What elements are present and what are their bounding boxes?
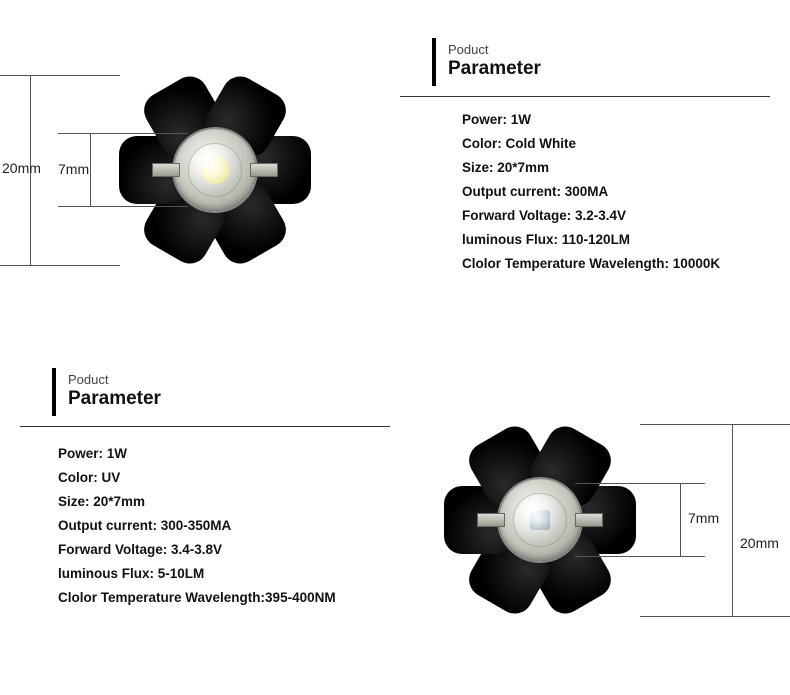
spec-key: luminous Flux (58, 566, 150, 581)
spec-row: Color: UV (58, 470, 336, 485)
spec-row: Clolor Temperature Wavelength:395-400NM (58, 590, 336, 605)
spec-val: 110-120LM (562, 232, 630, 247)
solder-tab (575, 513, 603, 527)
spec-key: Size (462, 160, 489, 175)
spec-val: Cold White (506, 136, 577, 151)
solder-tab (250, 163, 278, 177)
solder-tab (477, 513, 505, 527)
section-cold-white: 20mm 7mm Poduct Parameter Power: 1W Colo… (0, 30, 790, 330)
header-block: Poduct Parameter (68, 372, 388, 410)
dim-ext-line (0, 265, 120, 266)
header-accent-bar (52, 368, 56, 416)
spec-row: Output current: 300-350MA (58, 518, 336, 533)
header-subtitle: Poduct (448, 42, 768, 57)
spec-row: Clolor Temperature Wavelength: 10000K (462, 256, 720, 271)
spec-val: 3.2-3.4V (575, 208, 626, 223)
led-star-cold-white (110, 65, 320, 275)
spec-row: Forward Voltage: 3.4-3.8V (58, 542, 336, 557)
header-subtitle: Poduct (68, 372, 388, 387)
spec-row: Size: 20*7mm (462, 160, 720, 175)
pcb (110, 65, 320, 275)
pcb (435, 415, 645, 625)
header-accent-bar (432, 38, 436, 86)
dim-ext-line (0, 75, 120, 76)
spec-val: 20*7mm (497, 160, 549, 175)
spec-key: Power (462, 112, 503, 127)
dim-ext-line (640, 616, 790, 617)
header-block: Poduct Parameter (448, 42, 768, 80)
header-rule (400, 96, 770, 97)
spec-row: Forward Voltage: 3.2-3.4V (462, 208, 720, 223)
led-lens (514, 494, 566, 546)
dim-ext-line (575, 556, 705, 557)
dim-line (732, 424, 733, 616)
spec-key: Forward Voltage (462, 208, 567, 223)
dim-label-lens: 7mm (58, 161, 89, 177)
spec-list-cold-white: Power: 1W Color: Cold White Size: 20*7mm… (462, 112, 720, 280)
spec-key: Power (58, 446, 99, 461)
spec-row: luminous Flux: 110-120LM (462, 232, 720, 247)
spec-row: luminous Flux: 5-10LM (58, 566, 336, 581)
spec-key: Size (58, 494, 85, 509)
spec-key: Output current (462, 184, 557, 199)
solder-tab (152, 163, 180, 177)
spec-val: 300-350MA (161, 518, 232, 533)
dim-line (90, 133, 91, 206)
spec-val: 1W (107, 446, 127, 461)
spec-row: Color: Cold White (462, 136, 720, 151)
spec-key: Clolor Temperature Wavelength (58, 590, 261, 605)
spec-val: 1W (511, 112, 531, 127)
dim-line (680, 483, 681, 556)
spec-val: 3.4-3.8V (171, 542, 222, 557)
dim-label-width: 20mm (740, 535, 779, 551)
spec-row: Size: 20*7mm (58, 494, 336, 509)
spec-val: 10000K (673, 256, 720, 271)
spec-key: Color (58, 470, 93, 485)
spec-key: luminous Flux (462, 232, 554, 247)
led-lens (189, 144, 241, 196)
dim-ext-line (58, 133, 188, 134)
spec-val: 395-400NM (265, 590, 336, 605)
dim-ext-line (575, 483, 705, 484)
led-star-uv (435, 415, 645, 625)
section-uv: Poduct Parameter Power: 1W Color: UV Siz… (0, 360, 790, 680)
spec-row: Power: 1W (58, 446, 336, 461)
spec-val: 5-10LM (158, 566, 205, 581)
spec-key: Output current (58, 518, 153, 533)
dim-ext-line (640, 424, 790, 425)
spec-key: Color (462, 136, 497, 151)
spec-key: Clolor Temperature Wavelength (462, 256, 665, 271)
spec-row: Power: 1W (462, 112, 720, 127)
spec-key: Forward Voltage (58, 542, 163, 557)
spec-list-uv: Power: 1W Color: UV Size: 20*7mm Output … (58, 446, 336, 614)
dim-label-lens: 7mm (688, 510, 719, 526)
spec-val: UV (102, 470, 121, 485)
spec-val: 300MA (565, 184, 609, 199)
dim-ext-line (58, 206, 188, 207)
dim-label-width: 20mm (2, 160, 41, 176)
spec-val: 20*7mm (93, 494, 145, 509)
header-rule (20, 426, 390, 427)
header-title: Parameter (68, 389, 388, 410)
spec-row: Output current: 300MA (462, 184, 720, 199)
header-title: Parameter (448, 59, 768, 80)
